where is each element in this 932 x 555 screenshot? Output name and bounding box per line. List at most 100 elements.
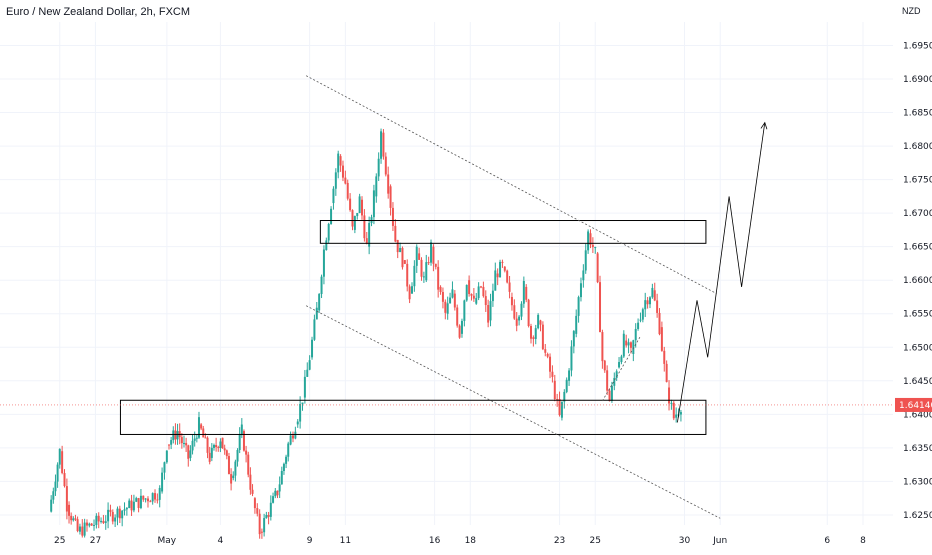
candle-body bbox=[353, 216, 356, 230]
candle-body bbox=[399, 247, 402, 253]
candle-body bbox=[525, 286, 528, 300]
candle-body bbox=[253, 498, 256, 509]
candle-body bbox=[234, 461, 237, 476]
time-tick-label: 25 bbox=[54, 536, 65, 546]
support-zone[interactable] bbox=[119, 399, 707, 435]
drawings[interactable] bbox=[119, 75, 768, 519]
candle-body bbox=[65, 486, 68, 512]
price-tick-label: 1.68000 bbox=[903, 142, 932, 152]
candle-body bbox=[463, 300, 466, 321]
candle-body bbox=[263, 518, 266, 533]
candle-body bbox=[339, 156, 342, 166]
candle-body bbox=[260, 531, 263, 533]
candle-body bbox=[149, 501, 152, 503]
candle-body bbox=[508, 282, 511, 292]
candle-body bbox=[620, 356, 623, 363]
candle-body bbox=[296, 421, 299, 425]
candle-body bbox=[56, 464, 59, 482]
candle-body bbox=[204, 437, 207, 439]
candle-body bbox=[72, 518, 75, 521]
candle-body bbox=[349, 198, 352, 211]
candle-body bbox=[558, 399, 561, 416]
upper-trendline[interactable] bbox=[305, 75, 717, 294]
candle-body bbox=[444, 301, 447, 313]
candle-body bbox=[187, 445, 190, 459]
candle-body bbox=[193, 438, 196, 441]
candle-body bbox=[475, 298, 478, 304]
candle-body bbox=[494, 270, 497, 291]
candle-body bbox=[52, 491, 55, 500]
candle-body bbox=[518, 316, 521, 321]
candle-body bbox=[529, 325, 532, 339]
candle-body bbox=[541, 324, 544, 350]
candle-body bbox=[137, 498, 140, 508]
candle-body bbox=[197, 417, 200, 438]
projection-path[interactable] bbox=[677, 122, 766, 423]
candle-body bbox=[151, 493, 154, 502]
minor-trendline[interactable] bbox=[602, 336, 641, 402]
candle-body bbox=[139, 495, 142, 508]
candle-body bbox=[200, 424, 203, 429]
candle-body bbox=[54, 481, 57, 492]
candle-body bbox=[589, 233, 592, 245]
candle-body bbox=[563, 391, 566, 402]
candle-body bbox=[568, 370, 571, 381]
candle-body bbox=[185, 442, 188, 446]
candle-body bbox=[606, 370, 609, 391]
candle-body bbox=[85, 522, 88, 526]
price-tick-label: 1.64500 bbox=[903, 377, 932, 387]
candle-body bbox=[223, 448, 226, 451]
candle-body bbox=[372, 190, 375, 218]
candle-body bbox=[102, 520, 105, 523]
time-tick-label: 6 bbox=[824, 536, 830, 546]
candle-body bbox=[408, 286, 411, 300]
candle-body bbox=[430, 242, 433, 263]
candle-body bbox=[422, 276, 425, 278]
candle-body bbox=[165, 450, 168, 463]
candle-body bbox=[365, 238, 368, 244]
candle-body bbox=[375, 176, 378, 197]
candle-body bbox=[245, 450, 248, 455]
candle-body bbox=[61, 451, 64, 474]
candle-body bbox=[672, 402, 675, 419]
candle-body bbox=[387, 174, 390, 194]
candle-body bbox=[575, 315, 578, 334]
candle-body bbox=[104, 521, 107, 523]
candle-body bbox=[320, 276, 323, 295]
candle-body bbox=[496, 273, 499, 278]
candle-body bbox=[570, 346, 573, 371]
candle-body bbox=[88, 523, 91, 526]
candle-body bbox=[301, 402, 304, 404]
candle-body bbox=[506, 270, 509, 283]
lower-trendline[interactable] bbox=[305, 305, 721, 519]
candle-body bbox=[116, 508, 119, 518]
candle-body bbox=[634, 328, 637, 341]
candle-body bbox=[608, 390, 611, 402]
candle-body bbox=[351, 210, 354, 227]
candle-body bbox=[451, 289, 454, 298]
candle-body bbox=[330, 208, 333, 224]
time-tick-label: 11 bbox=[340, 536, 351, 546]
candle-body bbox=[158, 487, 161, 500]
candle-body bbox=[439, 286, 442, 293]
candle-body bbox=[491, 290, 494, 302]
candle-body bbox=[308, 360, 311, 370]
candle-body bbox=[107, 509, 110, 522]
candle-body bbox=[499, 261, 502, 278]
candle-body bbox=[278, 484, 281, 492]
candle-body bbox=[315, 307, 318, 320]
candle-body bbox=[172, 430, 175, 441]
candle-body bbox=[477, 286, 480, 299]
candle-body bbox=[415, 246, 418, 266]
candles bbox=[50, 128, 682, 539]
candle-body bbox=[311, 339, 314, 358]
candle-body bbox=[303, 376, 306, 398]
resistance-zone[interactable] bbox=[319, 220, 707, 244]
candle-body bbox=[384, 156, 387, 175]
candle-body bbox=[453, 293, 456, 308]
grid bbox=[0, 22, 893, 525]
candle-body bbox=[565, 379, 568, 392]
time-tick-label: 16 bbox=[429, 536, 441, 546]
